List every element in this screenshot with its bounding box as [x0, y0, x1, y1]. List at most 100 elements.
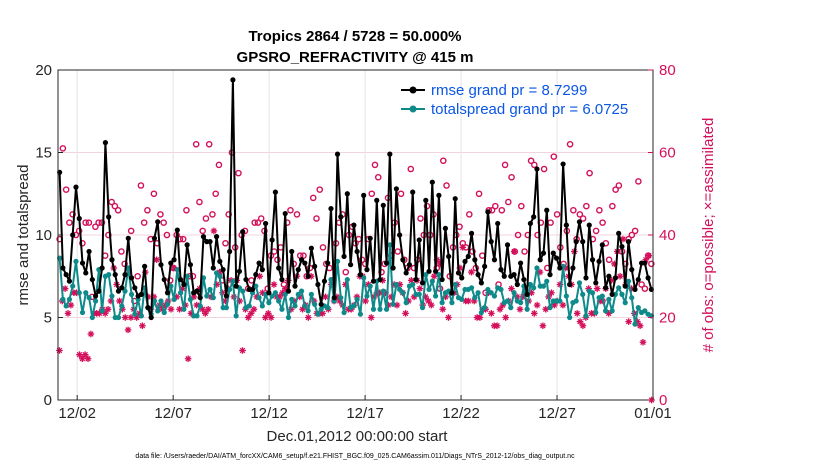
totalspread-point [119, 303, 125, 309]
rmse-point [563, 222, 569, 228]
obs-possible-point [196, 198, 203, 206]
obs-possible-point [257, 215, 265, 222]
totalspread-point [279, 306, 285, 312]
obs-assimilated-point [468, 268, 475, 276]
obs-possible-point [521, 248, 528, 255]
totalspread-point [609, 308, 615, 314]
obs-assimilated-point [202, 310, 209, 317]
rmse-point [642, 260, 648, 266]
y-right-tick-label: 40 [659, 227, 676, 244]
obs-assimilated-point [76, 351, 83, 358]
obs-assimilated-point [124, 326, 132, 334]
obs-assimilated-point [639, 338, 647, 346]
totalspread-point [325, 305, 331, 311]
rmse-point [436, 192, 442, 198]
obs-possible-point [316, 186, 324, 193]
obs-possible-point [407, 165, 415, 173]
totalspread-point [491, 293, 498, 299]
obs-assimilated-point [416, 285, 424, 292]
rmse-point [537, 257, 543, 263]
obs-possible-point [371, 161, 379, 169]
rmse-point [534, 166, 540, 172]
y-left-tick-label: 10 [35, 227, 52, 244]
obs-assimilated-point [79, 355, 86, 363]
obs-possible-point [79, 239, 86, 247]
obs-possible-point [212, 190, 219, 198]
totalspread-point [151, 298, 158, 304]
chart-title-line-1: Tropics 2864 / 5728 = 50.000% [248, 28, 461, 45]
rmse-point [390, 265, 396, 271]
rmse-point [115, 288, 122, 294]
totalspread-point [449, 300, 455, 306]
legend-spread-marker [409, 105, 417, 113]
totalspread-point [527, 281, 534, 288]
obs-assimilated-point [367, 314, 375, 321]
x-tick-label: 01/01 [634, 405, 672, 422]
totalspread-point [599, 293, 605, 299]
rmse-point [478, 280, 484, 286]
rmse-point [325, 260, 331, 266]
obs-possible-point [498, 206, 506, 214]
rmse-point [132, 285, 138, 291]
obs-possible-point [609, 202, 616, 210]
rmse-point [491, 257, 498, 263]
rmse-point [576, 219, 583, 225]
rmse-point [177, 276, 184, 283]
rmse-point [380, 202, 386, 208]
obs-assimilated-point [425, 297, 432, 305]
rmse-point [593, 280, 599, 286]
totalspread-point [285, 314, 292, 321]
obs-assimilated-point [530, 310, 538, 317]
rmse-point [321, 278, 328, 284]
rmse-point [567, 281, 573, 288]
totalspread-point [534, 265, 540, 271]
totalspread-point [266, 300, 272, 306]
rmse-point [406, 262, 413, 268]
rmse-point [227, 248, 233, 255]
totalspread-point [233, 313, 239, 319]
rmse-point [599, 242, 605, 248]
rmse-point [161, 276, 167, 283]
totalspread-point [517, 300, 524, 306]
obs-assimilated-point [439, 305, 447, 313]
obs-possible-point [199, 227, 206, 235]
obs-possible-point [92, 223, 99, 231]
rmse-point [527, 220, 534, 227]
totalspread-point [83, 290, 89, 296]
totalspread-point [197, 303, 203, 309]
rmse-point [632, 286, 638, 293]
totalspread-point [292, 303, 298, 309]
totalspread-point [161, 309, 167, 316]
obs-possible-point [85, 219, 93, 226]
rmse-point [66, 278, 73, 284]
obs-possible-point [443, 182, 450, 189]
rmse-point [96, 288, 102, 294]
rmse-point [269, 237, 275, 243]
obs-possible-point [596, 206, 603, 214]
rmse-point [625, 239, 632, 245]
obs-possible-point [531, 161, 538, 169]
obs-assimilated-point [244, 314, 252, 321]
obs-assimilated-point [539, 322, 547, 330]
rmse-point [410, 189, 416, 195]
obs-assimilated-point [428, 301, 435, 309]
obs-assimilated-point [559, 301, 567, 309]
obs-possible-point [540, 165, 548, 173]
rmse-point [217, 258, 223, 264]
rmse-point [397, 232, 403, 238]
rmse-point [181, 281, 187, 288]
obs-assimilated-point [476, 314, 484, 321]
totalspread-point [573, 298, 579, 304]
rmse-point [459, 275, 465, 281]
rmse-point [560, 161, 566, 167]
obs-assimilated-point [305, 314, 312, 321]
totalspread-point [177, 290, 184, 296]
rmse-point [423, 197, 429, 203]
rmse-point [194, 288, 200, 294]
rmse-point [298, 257, 305, 263]
rmse-point [295, 267, 301, 273]
obs-possible-point [137, 182, 145, 189]
totalspread-point [419, 305, 426, 311]
totalspread-point [272, 290, 279, 296]
